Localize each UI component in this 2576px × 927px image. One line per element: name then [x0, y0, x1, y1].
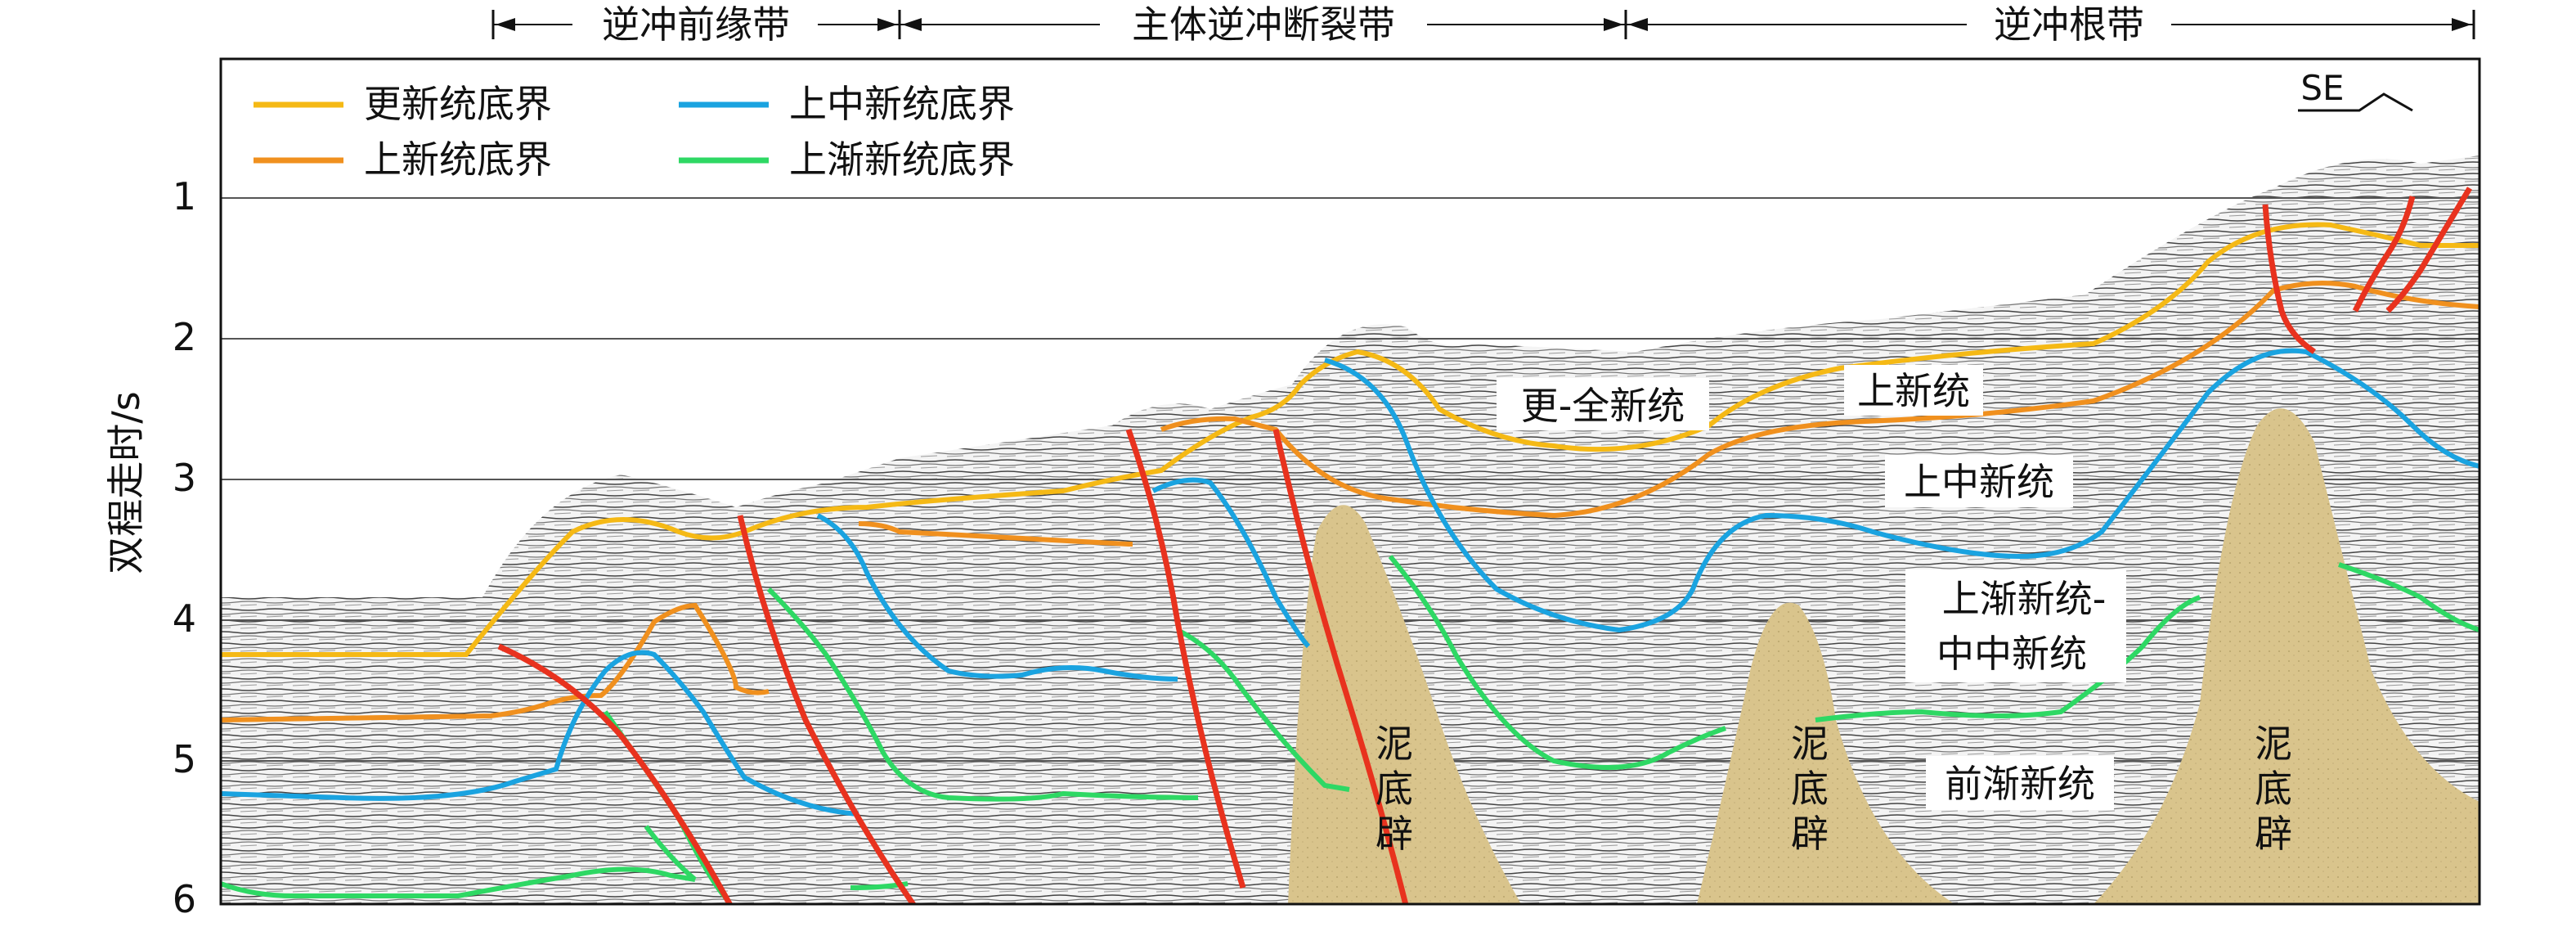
y-tick-label: 1 [173, 174, 196, 218]
y-axis-label: 双程走时/s [104, 391, 148, 574]
thrust-fault [2352, 196, 2416, 313]
diapir-label: 泥 [1376, 722, 1413, 766]
unit-label-pleistocene-holocene: 更-全新统 [1521, 384, 1685, 428]
horizon-upper-miocene-base [221, 348, 2480, 817]
legend-label: 上新统底界 [364, 137, 552, 182]
y-tick-label: 2 [173, 315, 196, 359]
thrust-fault [2385, 187, 2473, 313]
unit-label-upper-miocene: 上中新统 [1904, 460, 2054, 504]
unit-label-pliocene: 上新统 [1857, 369, 1970, 413]
diapir-label: 辟 [1376, 812, 1413, 856]
thrust-fault [1125, 428, 1246, 889]
diapir-label: 底 [2255, 767, 2292, 811]
diapir-label: 泥 [2255, 722, 2292, 766]
thrust-faults [497, 187, 2473, 904]
thrust-fault [1272, 429, 1409, 904]
zone-header: 逆冲前缘带 主体逆冲断裂带 逆冲根带 [491, 2, 2475, 47]
legend-label: 上渐新统底界 [789, 137, 1015, 182]
section-body: SE [221, 68, 2480, 904]
y-tick-label: 4 [173, 596, 196, 641]
diapir-label: 底 [1791, 767, 1829, 811]
diapir-label: 辟 [1791, 812, 1829, 856]
diapir-label: 泥 [1791, 722, 1829, 766]
zone-label-frontal: 逆冲前缘带 [602, 2, 790, 47]
mud-diapir [1697, 602, 1954, 904]
y-axis: 双程走时/s 1 2 3 4 5 6 [104, 174, 196, 921]
unit-labels: 更-全新统 上新统 上中新统 上渐新统- 中中新统 前渐新统 [1497, 365, 2126, 810]
y-tick-label: 3 [173, 456, 196, 500]
unit-label-oligocene-miocene-1: 上渐新统- [1942, 577, 2107, 621]
diapir-label: 辟 [2255, 812, 2292, 856]
direction-label: SE [2300, 68, 2344, 108]
unit-label-pre-oligocene: 前渐新统 [1945, 762, 2095, 806]
thrust-fault [497, 643, 734, 904]
y-tick-label: 5 [173, 737, 196, 781]
plot-frame [219, 57, 2481, 906]
legend: 更新统底界 上新统底界 上中新统底界 上渐新统底界 [254, 82, 1015, 182]
y-tick-label: 6 [173, 877, 196, 921]
zone-label-root: 逆冲根带 [1994, 2, 2144, 47]
diapir-label: 底 [1376, 767, 1413, 811]
mud-diapir [2094, 408, 2480, 904]
legend-label: 更新统底界 [364, 82, 552, 126]
mud-diapir [1288, 505, 1521, 904]
unit-label-oligocene-miocene-2: 中中新统 [1936, 632, 2087, 676]
thrust-fault [737, 515, 917, 904]
thrust-fault [2262, 204, 2316, 354]
legend-label: 上中新统底界 [789, 82, 1015, 126]
horizon-pleistocene-base [221, 222, 2480, 657]
direction-indicator: SE [2298, 68, 2413, 112]
diapir-labels: 泥 底 辟 泥 底 辟 泥 底 辟 [1376, 722, 2292, 856]
horizon-pliocene-base [221, 281, 2480, 722]
zone-label-main-fault: 主体逆冲断裂带 [1132, 2, 1395, 47]
